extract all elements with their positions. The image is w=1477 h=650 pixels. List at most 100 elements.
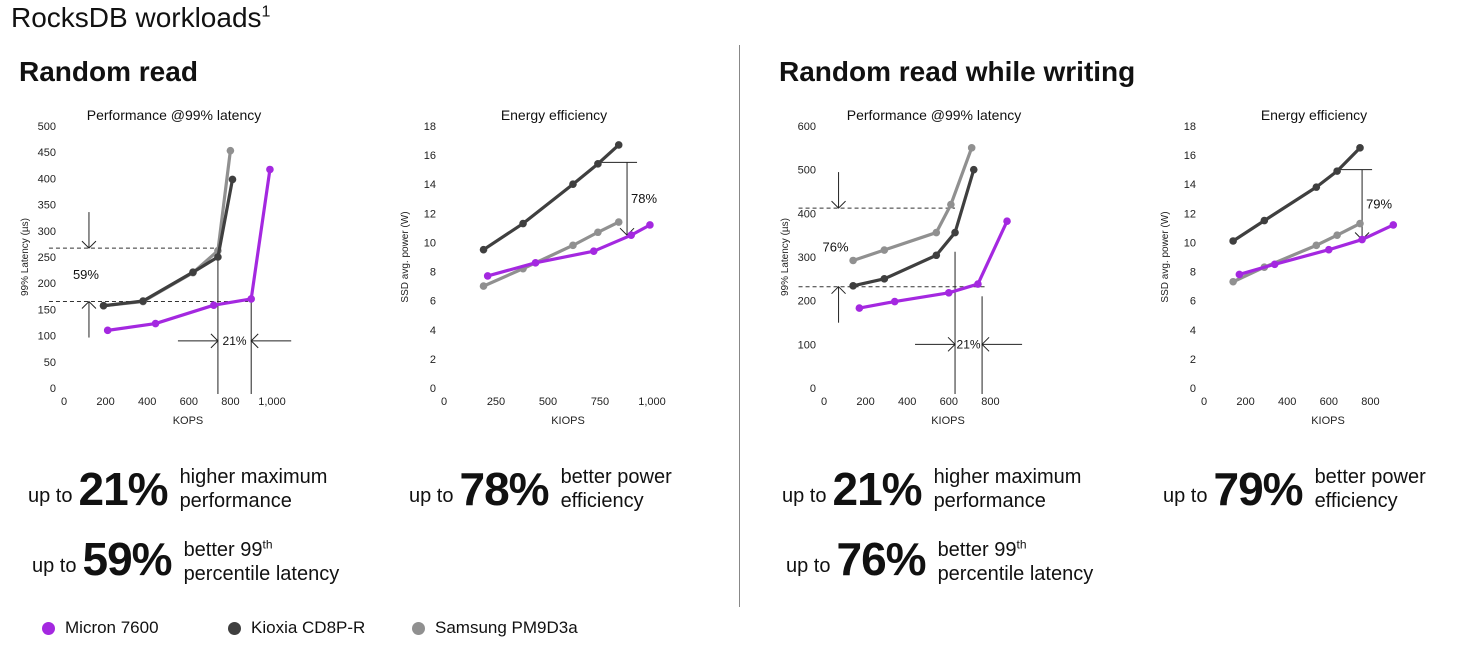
legend-item-kioxia: Kioxia CD8P-R <box>228 618 365 638</box>
series-line <box>107 169 272 332</box>
arrow-head <box>831 285 846 295</box>
stat-rr-latency: up to 59% better 99th percentile latency <box>32 532 339 586</box>
y-tick-label: 500 <box>798 165 816 177</box>
y-tick-label: 12 <box>1184 208 1196 220</box>
data-point <box>1333 167 1341 175</box>
stat-value: 21% <box>832 463 922 515</box>
y-tick-label: 18 <box>1184 121 1196 133</box>
stat-description: higher maximum performance <box>180 465 328 513</box>
data-point <box>479 282 488 290</box>
stat-line1-sup: th <box>1016 537 1027 552</box>
stat-prefix: up to <box>782 484 827 507</box>
data-point <box>594 228 602 237</box>
data-point <box>228 175 237 184</box>
stat-rrw-efficiency: up to 79% better power efficiency <box>1163 462 1426 516</box>
x-tick-label: 400 <box>1278 396 1296 408</box>
y-tick-label: 350 <box>38 200 56 212</box>
chart-title: Performance @99% latency <box>847 107 1022 123</box>
y-tick-label: 50 <box>44 357 56 369</box>
data-point <box>947 200 955 209</box>
x-axis-label: KIOPS <box>551 415 585 427</box>
chart-rr-latency-svg: Performance @99% latency 0 50 100 150 200 250 3… <box>20 107 292 427</box>
data-point <box>1003 217 1011 225</box>
y-tick-label: 12 <box>424 208 436 220</box>
data-point <box>139 297 147 305</box>
y-tick-label: 200 <box>38 278 56 290</box>
y-tick-label: 250 <box>38 252 56 264</box>
stat-line1-text: better 99 <box>183 538 263 561</box>
chart-rr-energy-svg: Energy efficiency 0 2 4 6 8 10 12 14 16 18 0 250 500 7… <box>400 107 666 427</box>
stat-description: better 99th percentile latency <box>938 532 1094 586</box>
y-tick-label: 2 <box>1190 354 1196 366</box>
data-point <box>266 165 274 174</box>
section-title-random-read-while-writing: Random read while writing <box>779 56 1136 87</box>
stat-rrw-latency: up to 76% better 99th percentile latency <box>786 532 1093 586</box>
x-axis-label: KIOPS <box>1311 415 1345 427</box>
y-tick-label: 8 <box>1190 267 1196 279</box>
legend-item-samsung: Samsung PM9D3a <box>412 618 578 638</box>
stat-description: better power efficiency <box>561 465 672 513</box>
data-point <box>646 221 654 229</box>
stat-line2: percentile latency <box>937 562 1094 585</box>
data-point <box>1333 231 1341 239</box>
x-tick-label: 0 <box>1201 396 1207 408</box>
series-line <box>103 150 232 308</box>
stat-line1: better 99th <box>938 537 1027 561</box>
data-point <box>945 289 953 297</box>
data-point <box>151 319 160 328</box>
stat-value: 78% <box>459 463 549 515</box>
arrow-head <box>81 300 97 309</box>
page-title-text: RocksDB workloads <box>11 2 262 33</box>
y-tick-label: 16 <box>424 150 436 162</box>
x-tick-label: 800 <box>221 396 239 408</box>
data-point <box>969 165 978 174</box>
y-tick-label: 400 <box>798 208 816 220</box>
x-axis-label: KIOPS <box>931 415 965 427</box>
data-point <box>103 326 112 335</box>
data-point <box>99 301 108 310</box>
x-tick-label: 600 <box>180 396 198 408</box>
x-tick-label: 200 <box>96 396 114 408</box>
legend-label-micron: Micron 7600 <box>65 618 159 637</box>
series-line <box>103 179 235 308</box>
y-tick-label: 6 <box>430 296 436 308</box>
x-tick-label: 800 <box>1361 396 1379 408</box>
y-tick-label: 450 <box>38 147 56 159</box>
stat-value: 21% <box>78 463 168 515</box>
stat-prefix: up to <box>1163 484 1208 507</box>
annotation-label: 79% <box>1366 197 1392 212</box>
x-tick-label: 200 <box>1236 396 1254 408</box>
stat-description: better 99th percentile latency <box>184 532 340 586</box>
stat-value: 79% <box>1213 463 1303 515</box>
stat-prefix: up to <box>28 484 73 507</box>
y-tick-label: 10 <box>424 237 436 249</box>
stat-line2: efficiency <box>560 490 644 512</box>
stat-line2: performance <box>933 490 1046 512</box>
stat-value: 59% <box>82 533 172 585</box>
stat-prefix: up to <box>786 554 831 577</box>
y-tick-label: 300 <box>38 226 56 238</box>
chart-rrw-latency-svg: Performance @99% latency 0 100 200 300 400 500… <box>780 107 1023 427</box>
data-point <box>855 304 864 312</box>
y-tick-label: 2 <box>430 354 436 366</box>
y-axis-label: 99% Latency (µs) <box>780 218 791 296</box>
chart-rrw-energy-svg: Energy efficiency 0 2 4 6 8 10 12 14 16 18 0 200 400 6… <box>1160 107 1398 427</box>
y-tick-label: 10 <box>1184 237 1196 249</box>
series-line <box>1232 146 1362 243</box>
chart-title: Energy efficiency <box>1261 107 1367 123</box>
legend-label-kioxia: Kioxia CD8P-R <box>251 618 366 637</box>
x-tick-label: 200 <box>856 396 874 408</box>
legend-swatch-micron <box>42 621 55 635</box>
data-point <box>627 231 635 239</box>
data-point <box>1356 144 1364 152</box>
data-point <box>226 146 235 155</box>
stat-line2: performance <box>179 490 292 512</box>
x-tick-label: 250 <box>487 396 505 408</box>
legend-swatch-samsung <box>412 621 425 635</box>
series-line <box>1232 222 1361 284</box>
arrow-head <box>619 227 635 236</box>
stat-line1-sup: th <box>262 537 273 552</box>
x-tick-label: 400 <box>138 396 156 408</box>
data-point <box>519 219 527 228</box>
data-point <box>589 247 598 255</box>
